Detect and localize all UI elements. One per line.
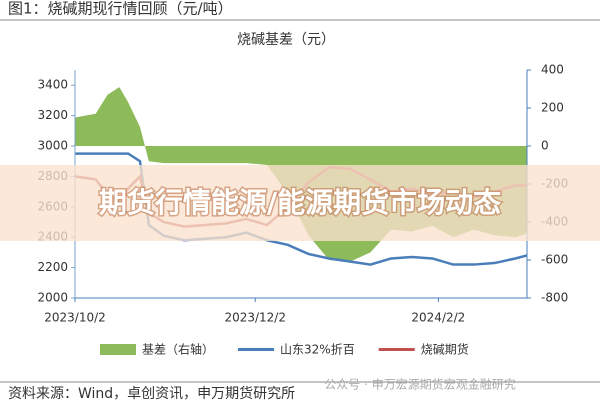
- y-tick-label: 3000: [37, 139, 68, 153]
- banner-text: 期货行情能源/能源期货市场动态: [99, 186, 501, 219]
- watermark: 公众号 · 申万宏源期货宏观金融研究: [324, 377, 515, 392]
- y2-tick-label: -600: [541, 253, 568, 267]
- y-tick-label: 2200: [37, 260, 68, 274]
- x-tick-label: 2023/10/2: [44, 311, 106, 325]
- chart-title: 烧碱基差（元）: [237, 31, 335, 48]
- source: 资料来源：Wind，卓创资讯，申万期货研究所: [8, 385, 295, 400]
- legend-label: 山东32%折百: [280, 342, 355, 357]
- caption: 图1：烧碱期现行情回顾（元/吨）: [8, 0, 233, 18]
- y-tick-label: 2000: [37, 291, 68, 305]
- y2-tick-label: 200: [541, 101, 564, 115]
- x-tick-label: 2024/2/2: [411, 311, 465, 325]
- y-tick-label: 3400: [37, 78, 68, 92]
- banner-bg: [0, 165, 600, 241]
- y2-tick-label: -800: [541, 291, 568, 305]
- legend-label: 烧碱期货: [421, 342, 469, 357]
- legend-label: 基差（右轴）: [142, 342, 214, 357]
- series-line: [75, 152, 528, 266]
- y2-tick-label: 0: [541, 139, 549, 153]
- x-tick-label: 2023/12/2: [224, 311, 286, 325]
- y-tick-label: 3200: [37, 108, 68, 122]
- y2-tick-label: 400: [541, 63, 564, 77]
- legend-swatch: [100, 344, 136, 355]
